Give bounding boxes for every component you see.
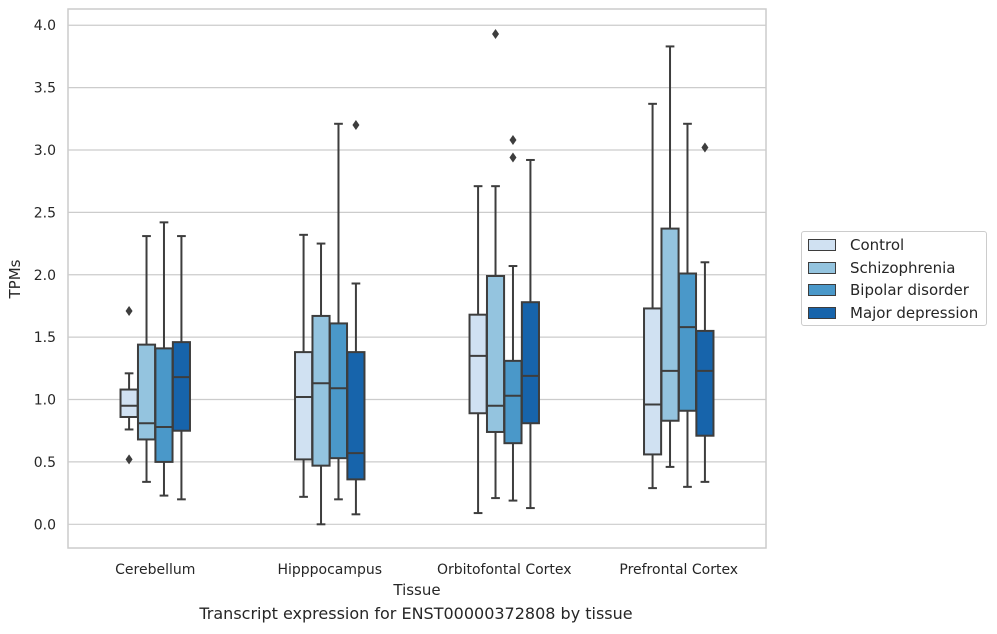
box-0-2 [154, 221, 174, 497]
legend-swatch-control [808, 239, 836, 251]
box-body [346, 351, 366, 481]
box-1-1 [311, 242, 331, 526]
y-axis-label: TPMs [6, 259, 24, 299]
box-body [328, 322, 349, 460]
box-body [119, 388, 139, 418]
box-body [643, 307, 663, 456]
box-1-0 [294, 233, 314, 498]
plot-frame [67, 8, 767, 549]
legend-label-major-depression: Major depression [850, 304, 979, 322]
boxes [119, 28, 715, 526]
box-0-0 [119, 305, 139, 465]
legend-item-control: Control [808, 235, 904, 255]
legend-swatch-major-depression [808, 307, 836, 319]
box-body [311, 314, 331, 467]
box-body [695, 329, 715, 437]
box-2-0 [468, 185, 488, 515]
outlier-point [492, 28, 500, 39]
box-body [171, 341, 191, 432]
box-body [485, 275, 506, 433]
box-body [294, 351, 314, 461]
box-3-2 [677, 122, 698, 488]
y-tick-label: 1.0 [34, 393, 56, 409]
y-tick-label: 0.0 [34, 517, 56, 533]
x-axis-label: Tissue [392, 581, 440, 599]
y-tick-label: 2.0 [34, 268, 56, 284]
y-tick-label: 1.5 [34, 330, 56, 346]
box-body [468, 313, 488, 415]
box-body [503, 359, 523, 445]
y-tick-label: 0.5 [34, 455, 56, 471]
legend-item-bipolar-disorder: Bipolar disorder [808, 280, 969, 300]
outlier-point [701, 142, 709, 153]
box-3-1 [660, 45, 680, 468]
legend-label-schizophrenia: Schizophrenia [850, 259, 956, 277]
x-tick-label: Cerebellum [115, 562, 195, 578]
outlier-point [509, 152, 517, 163]
box-3-3 [695, 142, 715, 483]
y-tick-labels: 0.0 0.5 1.0 1.5 2.0 2.5 3.0 3.5 4.0 [34, 18, 56, 533]
y-tick-label: 3.0 [34, 143, 56, 159]
figure-caption: Transcript expression for ENST0000037280… [199, 604, 633, 623]
box-body [154, 347, 174, 463]
outlier-point [125, 305, 133, 316]
outlier-point [352, 120, 360, 131]
legend-swatch-bipolar-disorder [808, 284, 836, 296]
legend-swatch-schizophrenia [808, 262, 836, 274]
legend-item-schizophrenia: Schizophrenia [808, 258, 955, 278]
outlier-point [509, 135, 517, 146]
box-0-1 [136, 235, 157, 483]
box-body [660, 227, 680, 422]
y-tick-label: 3.5 [34, 81, 56, 97]
y-tick-label: 4.0 [34, 18, 56, 34]
legend: Control Schizophrenia Bipolar disorder M… [801, 231, 987, 326]
box-2-1 [485, 28, 506, 500]
x-tick-labels: Cerebellum Hipppocampus Orbitofontal Corte… [115, 562, 738, 578]
y-tick-label: 2.5 [34, 205, 56, 221]
box-1-2 [328, 122, 349, 501]
box-2-3 [520, 158, 540, 510]
legend-label-control: Control [850, 236, 905, 254]
x-tick-label: Orbitofontal Cortex [437, 562, 572, 578]
box-body [677, 272, 698, 412]
legend-label-bipolar-disorder: Bipolar disorder [850, 281, 969, 299]
box-3-0 [643, 102, 663, 490]
box-body [136, 343, 157, 441]
x-tick-label: Hipppocampus [277, 562, 382, 578]
legend-item-major-depression: Major depression [808, 303, 978, 323]
outlier-point [125, 454, 133, 465]
box-1-3 [346, 120, 366, 516]
x-tick-label: Prefrontal Cortex [619, 562, 738, 578]
box-2-2 [503, 135, 523, 502]
box-0-3 [171, 235, 191, 501]
box-body [520, 301, 540, 425]
